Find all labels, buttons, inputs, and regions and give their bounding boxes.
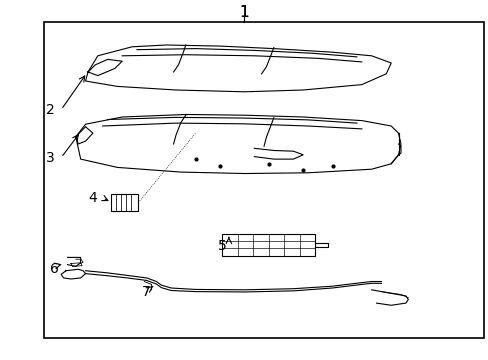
Text: 4: 4 <box>88 191 97 205</box>
Bar <box>44 22 483 338</box>
Bar <box>111 194 138 211</box>
Text: 2: 2 <box>45 103 54 117</box>
Text: 1: 1 <box>239 5 249 20</box>
Bar <box>222 234 315 256</box>
Text: 5: 5 <box>218 239 226 252</box>
Text: 3: 3 <box>45 151 54 165</box>
Text: 1: 1 <box>239 5 249 20</box>
Text: 7: 7 <box>142 285 151 298</box>
Text: 6: 6 <box>50 262 59 276</box>
